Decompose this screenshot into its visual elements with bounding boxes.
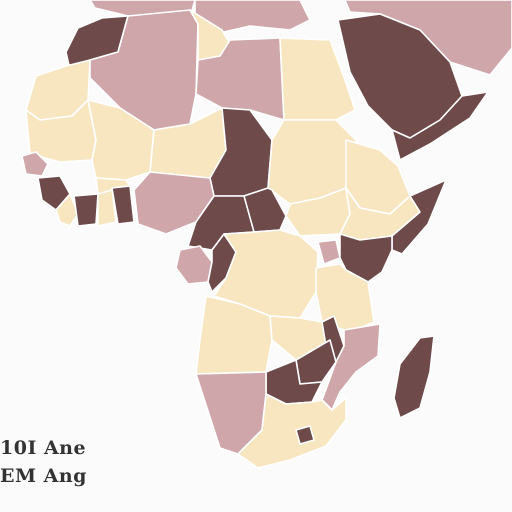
somalia[interactable] [391,179,447,255]
madagascar[interactable] [393,335,435,419]
yemen[interactable] [391,91,489,161]
uganda[interactable] [317,239,341,265]
legend-line-1: 10I Ane [0,437,87,459]
angola[interactable] [195,295,273,375]
kenya[interactable] [339,233,393,283]
togo-benin[interactable] [111,185,135,225]
egypt[interactable] [279,37,356,121]
legend-line-2: EM Ang [0,465,87,487]
map-legend: 10I Ane EM Ang [0,434,87,490]
gabon[interactable] [175,245,213,285]
senegal[interactable] [21,151,49,177]
lesotho[interactable] [295,425,315,445]
cote-divoire[interactable] [73,193,99,227]
mozambique[interactable] [321,323,381,411]
tanzania[interactable] [315,263,375,333]
south-africa[interactable] [237,393,347,469]
sierra-leone[interactable] [55,193,79,227]
